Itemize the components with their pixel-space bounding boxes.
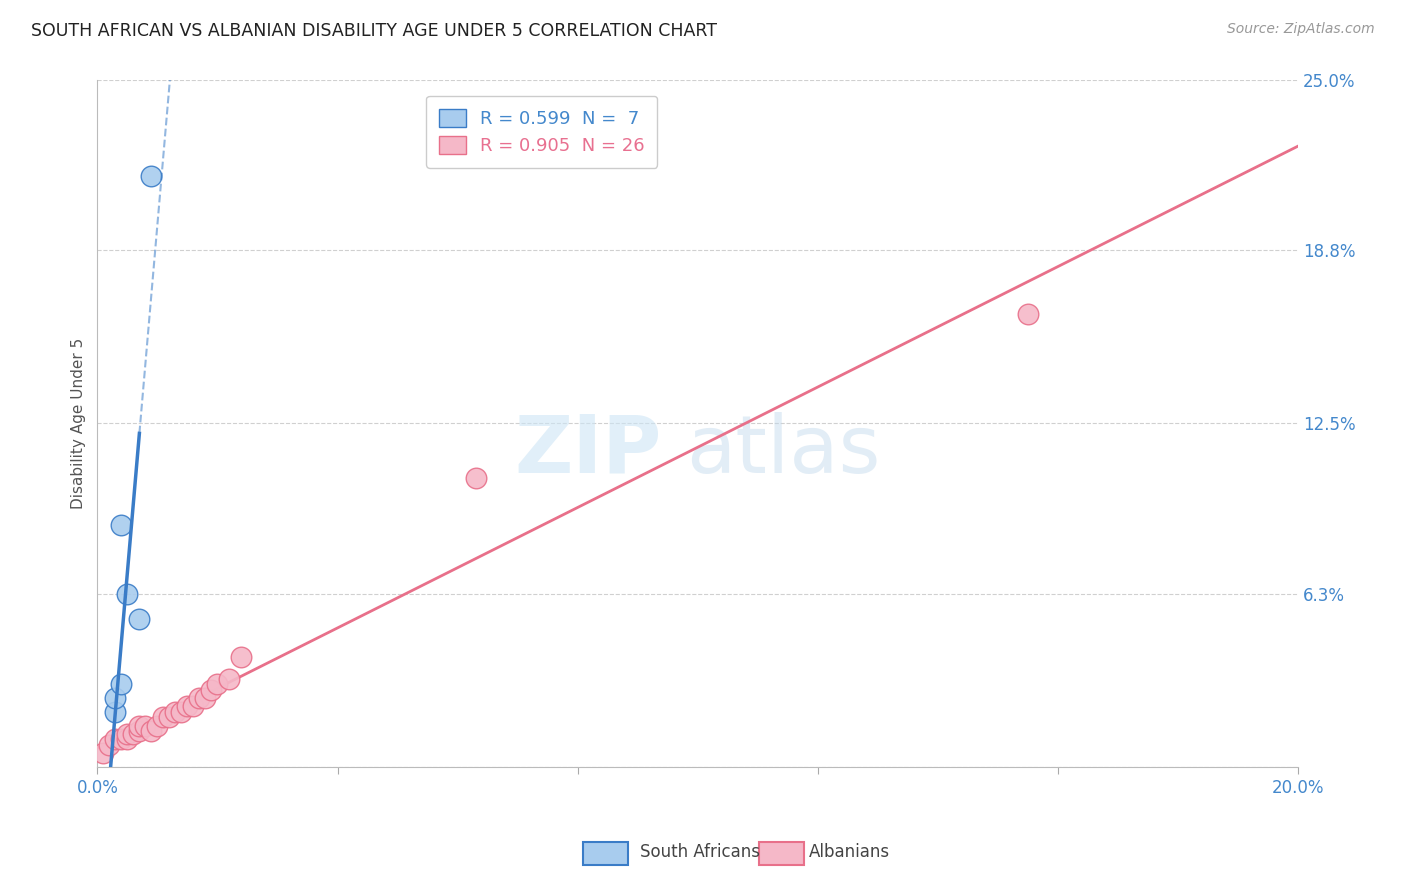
Text: Source: ZipAtlas.com: Source: ZipAtlas.com <box>1227 22 1375 37</box>
Point <box>117 587 139 601</box>
Point <box>157 710 180 724</box>
Point <box>183 699 205 714</box>
Point <box>146 719 169 733</box>
Point <box>194 691 217 706</box>
Point <box>98 738 121 752</box>
Point <box>1017 306 1039 320</box>
Point <box>231 650 253 665</box>
Legend: R = 0.599  N =  7, R = 0.905  N = 26: R = 0.599 N = 7, R = 0.905 N = 26 <box>426 95 658 168</box>
Text: SOUTH AFRICAN VS ALBANIAN DISABILITY AGE UNDER 5 CORRELATION CHART: SOUTH AFRICAN VS ALBANIAN DISABILITY AGE… <box>31 22 717 40</box>
Point <box>117 727 139 741</box>
Text: atlas: atlas <box>686 412 880 490</box>
Point <box>141 724 163 739</box>
Point <box>152 710 174 724</box>
Point <box>165 705 187 719</box>
Point <box>104 691 127 706</box>
Point <box>128 724 150 739</box>
Point <box>207 677 229 691</box>
Point <box>134 719 156 733</box>
Y-axis label: Disability Age Under 5: Disability Age Under 5 <box>72 338 86 509</box>
Point <box>128 611 150 625</box>
Point <box>128 719 150 733</box>
Point <box>110 677 132 691</box>
Point <box>122 727 145 741</box>
Point <box>117 732 139 747</box>
Text: Albanians: Albanians <box>808 843 890 861</box>
Point <box>110 518 132 533</box>
Point <box>218 672 240 686</box>
Point <box>93 746 115 760</box>
Point <box>464 471 486 485</box>
Point <box>104 732 127 747</box>
Point <box>110 732 132 747</box>
Point <box>176 699 198 714</box>
Point <box>104 705 127 719</box>
Text: South Africans: South Africans <box>640 843 759 861</box>
Point <box>170 705 193 719</box>
Point <box>200 683 222 698</box>
Point <box>141 169 163 183</box>
Text: ZIP: ZIP <box>515 412 662 490</box>
Point <box>188 691 211 706</box>
